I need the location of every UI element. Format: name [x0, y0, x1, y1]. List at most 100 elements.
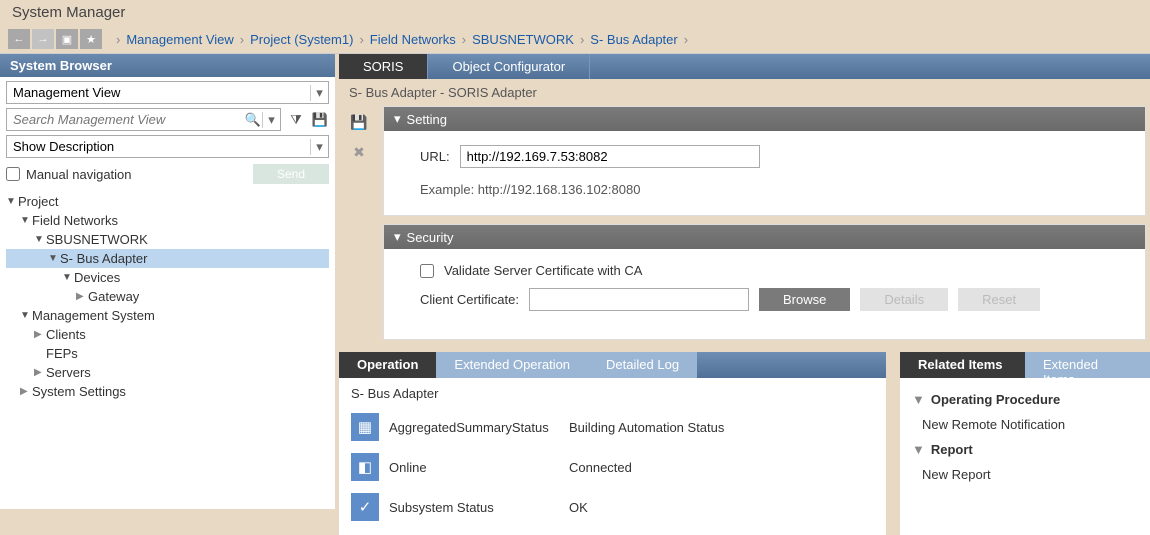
chevron-down-icon[interactable]: ▼ [20, 215, 32, 226]
url-label: URL: [420, 149, 450, 164]
tab-extended-operation[interactable]: Extended Operation [436, 352, 588, 378]
operation-title: S- Bus Adapter [351, 386, 874, 401]
validate-ca-checkbox[interactable] [420, 264, 434, 278]
related-panel: Related Items Extended Items ▼Operating … [900, 352, 1150, 535]
chevron-right-icon: › [359, 32, 363, 47]
system-browser-header: System Browser [0, 54, 335, 77]
related-group-header[interactable]: ▼Report [900, 436, 1150, 463]
tree-node[interactable]: FEPs [6, 344, 329, 363]
chevron-down-icon[interactable]: ▾ [394, 111, 401, 127]
tab-operation[interactable]: Operation [339, 352, 436, 378]
security-section: ▾Security Validate Server Certificate wi… [383, 224, 1146, 340]
tree-node[interactable]: ▼ Devices [6, 268, 329, 287]
status-icon: ◧ [351, 453, 379, 481]
breadcrumb: › Management View › Project (System1) › … [110, 32, 694, 47]
chevron-down-icon[interactable]: ▼ [20, 310, 32, 321]
chevron-down-icon[interactable]: ▼ [34, 234, 46, 245]
tree-node[interactable]: ▶ System Settings [6, 382, 329, 401]
tab-soris[interactable]: SORIS [339, 54, 428, 79]
chevron-down-icon[interactable]: ▾ [262, 112, 280, 128]
chevron-right-icon: › [116, 32, 120, 47]
related-item[interactable]: New Report [900, 463, 1150, 486]
tree-node[interactable]: ▶ Gateway [6, 287, 329, 306]
tree-label: Field Networks [32, 213, 118, 228]
crumb-0[interactable]: Management View [126, 32, 233, 47]
filter-icon[interactable]: ⧩ [287, 111, 305, 129]
search-combo[interactable]: 🔍 ▾ [6, 108, 281, 131]
nav-bar: ← → ▣ ★ › Management View › Project (Sys… [0, 25, 1150, 54]
save-icon[interactable]: 💾 [311, 111, 329, 129]
status-icon: ✓ [351, 493, 379, 521]
client-cert-input[interactable] [529, 288, 749, 311]
arrow-right-icon[interactable]: ▶ [76, 291, 88, 302]
tree-node[interactable]: ▼ Project [6, 192, 329, 211]
chevron-down-icon[interactable]: ▼ [62, 272, 74, 283]
status-icon: ▦ [351, 413, 379, 441]
url-example: Example: http://192.168.136.102:8080 [420, 182, 1127, 197]
tree-node[interactable]: ▶ Clients [6, 325, 329, 344]
tree-label: Servers [46, 365, 91, 380]
operation-row[interactable]: ✓Subsystem StatusOK [351, 487, 874, 527]
setting-title: Setting [407, 112, 447, 127]
view-combo-input[interactable] [7, 82, 310, 103]
nav-back-button[interactable]: ← [8, 29, 30, 49]
chevron-down-icon[interactable]: ▼ [48, 253, 60, 264]
tree-label: Gateway [88, 289, 139, 304]
chevron-down-icon[interactable]: ▾ [394, 229, 401, 245]
chevron-down-icon[interactable]: ▼ [912, 442, 925, 457]
tab-related-items[interactable]: Related Items [900, 352, 1025, 378]
send-button[interactable]: Send [253, 164, 329, 184]
cancel-icon[interactable]: ✖ [349, 142, 369, 162]
tree-node[interactable]: ▶ Servers [6, 363, 329, 382]
tab-extended-items[interactable]: Extended Items [1025, 352, 1150, 378]
arrow-right-icon[interactable]: ▶ [34, 329, 46, 340]
tree-node[interactable]: ▼ SBUSNETWORK [6, 230, 329, 249]
tab-object-configurator[interactable]: Object Configurator [428, 54, 590, 79]
chevron-down-icon[interactable]: ▼ [6, 196, 18, 207]
save-icon[interactable]: 💾 [349, 112, 369, 132]
manual-nav-checkbox[interactable] [6, 167, 20, 181]
tab-detailed-log[interactable]: Detailed Log [588, 352, 697, 378]
manual-nav-label: Manual navigation [26, 167, 132, 182]
crumb-3[interactable]: SBUSNETWORK [472, 32, 574, 47]
chevron-down-icon[interactable]: ▼ [912, 392, 925, 407]
crumb-4[interactable]: S- Bus Adapter [590, 32, 677, 47]
nav-grid-button[interactable]: ▣ [56, 29, 78, 49]
related-group-header[interactable]: ▼Operating Procedure [900, 386, 1150, 413]
tree-node[interactable]: ▼ Management System [6, 306, 329, 325]
search-icon[interactable]: 🔍 [244, 112, 262, 128]
tree-node[interactable]: ▼ Field Networks [6, 211, 329, 230]
chevron-right-icon: › [240, 32, 244, 47]
browse-button[interactable]: Browse [759, 288, 850, 311]
description-combo[interactable]: ▾ [6, 135, 329, 158]
operation-panel: Operation Extended Operation Detailed Lo… [339, 352, 886, 535]
arrow-right-icon[interactable]: ▶ [34, 367, 46, 378]
tree-label: Management System [32, 308, 155, 323]
operation-value: OK [569, 500, 588, 515]
details-button: Details [860, 288, 948, 311]
operation-value: Building Automation Status [569, 420, 724, 435]
app-title: System Manager [0, 0, 1150, 25]
view-combo[interactable]: ▾ [6, 81, 329, 104]
crumb-2[interactable]: Field Networks [370, 32, 456, 47]
search-input[interactable] [7, 109, 244, 130]
operation-label: AggregatedSummaryStatus [389, 420, 559, 435]
chevron-right-icon: › [462, 32, 466, 47]
chevron-down-icon[interactable]: ▾ [310, 85, 328, 101]
related-item[interactable]: New Remote Notification [900, 413, 1150, 436]
tree-node[interactable]: ▼ S- Bus Adapter [6, 249, 329, 268]
top-tabs: SORIS Object Configurator [339, 54, 1150, 79]
chevron-down-icon[interactable]: ▾ [310, 139, 328, 155]
tree-label: FEPs [46, 346, 78, 361]
operation-value: Connected [569, 460, 632, 475]
url-input[interactable] [460, 145, 760, 168]
nav-star-button[interactable]: ★ [80, 29, 102, 49]
tree-label: S- Bus Adapter [60, 251, 147, 266]
operation-row[interactable]: ◧OnlineConnected [351, 447, 874, 487]
tree-label: Clients [46, 327, 86, 342]
nav-forward-button[interactable]: → [32, 29, 54, 49]
arrow-right-icon[interactable]: ▶ [20, 386, 32, 397]
crumb-1[interactable]: Project (System1) [250, 32, 353, 47]
description-combo-input[interactable] [7, 136, 310, 157]
operation-row[interactable]: ▦ AggregatedSummaryStatus Building Automat… [351, 407, 874, 447]
